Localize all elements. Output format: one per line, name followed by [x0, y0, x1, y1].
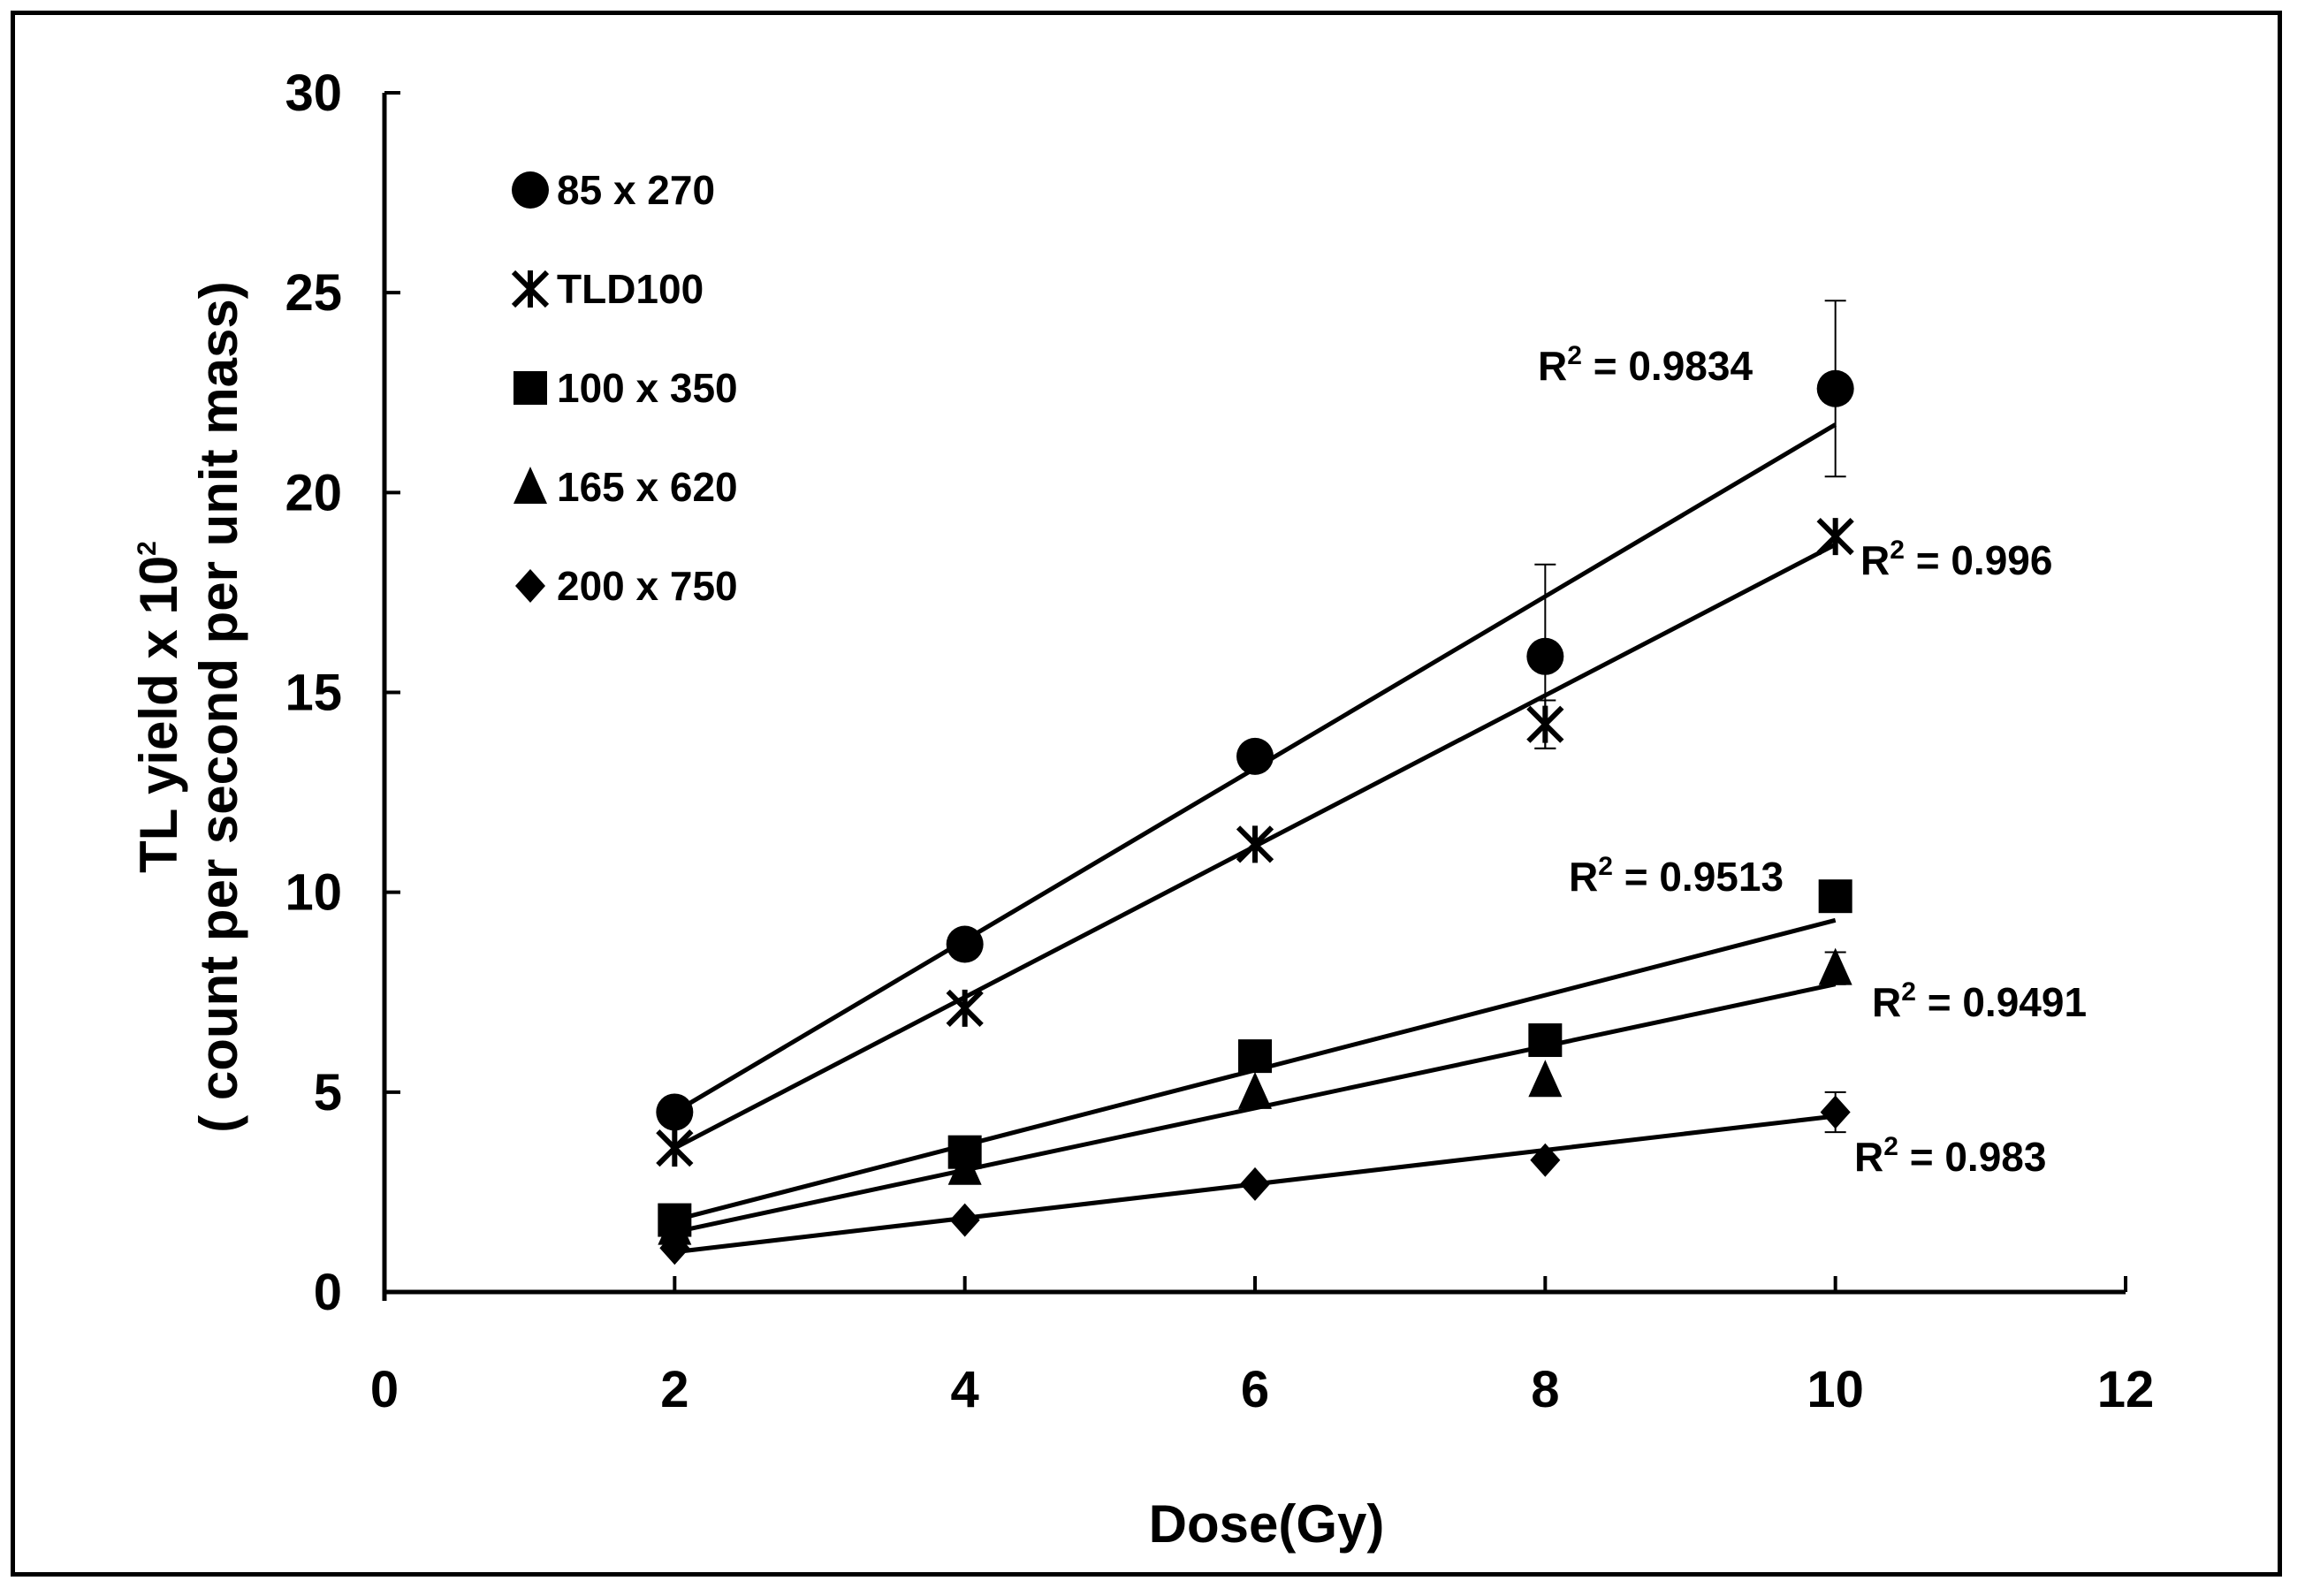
x-tick-label: 6	[1241, 1361, 1269, 1418]
y-tick-label: 10	[285, 864, 342, 922]
point-circle	[1236, 737, 1274, 775]
legend: 85 x 270 TLD100 100 x 350 165 x 620 200 x 75…	[511, 167, 738, 609]
y-tick-label: 15	[285, 665, 342, 722]
point-asterisk	[656, 1129, 694, 1167]
point-circle	[656, 1093, 694, 1131]
legend-label: TLD100	[557, 266, 704, 312]
y-axis-title-line1: TL yield x 102	[129, 541, 188, 873]
r2-annotation: R2 = 0.9491	[1872, 977, 2087, 1025]
point-triangle	[1238, 1071, 1272, 1109]
point-asterisk	[1236, 825, 1274, 863]
legend-label: 165 x 620	[557, 464, 738, 510]
point-circle	[946, 925, 984, 963]
data-points	[656, 369, 1854, 1265]
legend-marker-asterisk	[511, 270, 550, 308]
point-square	[1238, 1039, 1272, 1074]
point-diamond	[1240, 1167, 1270, 1201]
point-asterisk	[1816, 517, 1854, 556]
point-asterisk	[946, 989, 984, 1027]
y-tick-label: 30	[285, 65, 342, 122]
r2-annotations: R2 = 0.9834 R2 = 0.996 R2 = 0.9513 R2 = 0.9…	[1538, 341, 2087, 1180]
point-square	[1818, 879, 1852, 914]
x-tick-label: 8	[1531, 1361, 1559, 1418]
legend-label: 85 x 270	[557, 167, 715, 213]
legend-marker-diamond	[515, 569, 545, 603]
point-diamond	[949, 1203, 980, 1237]
x-axis-title: Dose(Gy)	[1149, 1494, 1385, 1554]
chart-frame	[11, 11, 2282, 1577]
legend-marker-circle	[512, 171, 549, 209]
r2-annotation: R2 = 0.996	[1860, 536, 2052, 583]
point-diamond	[659, 1231, 690, 1265]
x-tick-label: 10	[1807, 1361, 1864, 1418]
y-axis-title: TL yield x 102 ( count per second per un…	[129, 281, 248, 1133]
point-triangle	[947, 1147, 982, 1185]
axes: 0 2 4 6 8 10 12 0 5 10 15 20 25 30	[285, 65, 2154, 1418]
point-diamond	[1530, 1143, 1561, 1177]
y-tick-label: 20	[285, 464, 342, 521]
y-tick-label: 25	[285, 264, 342, 322]
point-asterisk	[1526, 705, 1564, 743]
legend-marker-square	[513, 371, 547, 405]
legend-marker-triangle	[513, 467, 547, 504]
point-triangle	[1818, 947, 1852, 985]
point-square	[1528, 1023, 1563, 1058]
point-triangle	[1528, 1060, 1563, 1098]
point-circle	[1816, 369, 1854, 407]
x-tick-label: 0	[370, 1361, 399, 1418]
y-tick-label: 5	[314, 1064, 342, 1121]
r2-annotation: R2 = 0.9513	[1569, 852, 1784, 900]
y-axis-title-line2: ( count per second per unit mass)	[189, 281, 248, 1133]
point-diamond	[1820, 1095, 1851, 1129]
y-tick-label: 0	[314, 1264, 342, 1321]
legend-label: 200 x 750	[557, 563, 738, 609]
r2-annotation: R2 = 0.9834	[1538, 341, 1753, 389]
error-bars	[1534, 300, 1846, 1134]
x-tick-label: 2	[660, 1361, 688, 1418]
point-triangle	[658, 1207, 692, 1245]
legend-label: 100 x 350	[557, 365, 738, 411]
x-tick-label: 4	[951, 1361, 979, 1418]
x-tick-label: 12	[2097, 1361, 2155, 1418]
point-circle	[1526, 637, 1564, 675]
r2-annotation: R2 = 0.983	[1854, 1132, 2046, 1180]
